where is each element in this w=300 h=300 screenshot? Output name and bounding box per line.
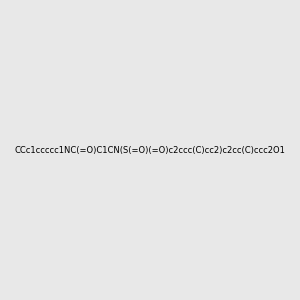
Text: CCc1ccccc1NC(=O)C1CN(S(=O)(=O)c2ccc(C)cc2)c2cc(C)ccc2O1: CCc1ccccc1NC(=O)C1CN(S(=O)(=O)c2ccc(C)cc… xyxy=(15,146,285,154)
